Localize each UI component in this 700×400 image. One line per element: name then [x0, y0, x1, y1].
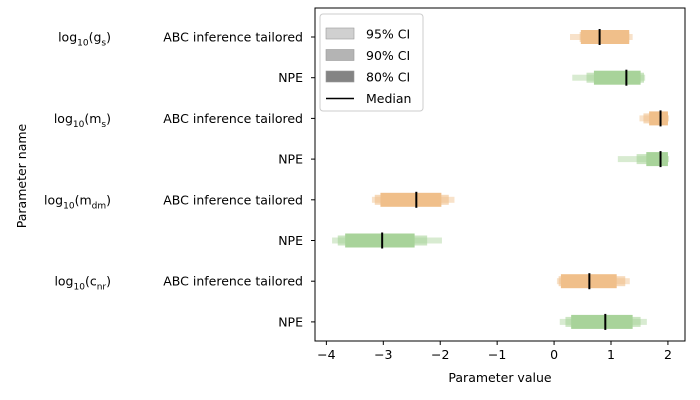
x-tick-label: −4: [317, 347, 335, 362]
legend-label: Median: [366, 91, 411, 106]
method-label: NPE: [278, 70, 303, 85]
legend-swatch: [325, 70, 355, 83]
method-label: ABC inference tailored: [163, 111, 303, 126]
method-label: NPE: [278, 152, 303, 167]
y-axis-title: Parameter name: [14, 123, 29, 228]
parameter-label: log10(mdm): [44, 192, 111, 211]
legend-label: 95% CI: [366, 27, 410, 42]
ci80-bar-abc-1: [649, 111, 668, 126]
x-tick-label: −1: [488, 347, 506, 362]
y-axis-ticks: [311, 36, 315, 323]
ci80-bar-npe-1: [646, 152, 668, 167]
ci80-bar-npe-3: [571, 314, 633, 329]
ci80-bar-abc-0: [580, 30, 630, 44]
interval-bars: [332, 29, 670, 330]
legend-swatch: [325, 27, 355, 40]
method-label: ABC inference tailored: [163, 192, 303, 207]
method-label: NPE: [278, 233, 303, 248]
parameter-label: log10(cnr): [54, 274, 111, 293]
legend: 95% CI 90% CI 80% CI Median: [319, 13, 424, 112]
legend-swatch: [325, 49, 355, 61]
x-tick-label: −2: [431, 347, 449, 362]
parameter-labels: log10(gs) log10(ms) log10(mdm) log10(cnr): [44, 30, 111, 293]
ci80-bar-npe-0: [593, 70, 641, 85]
x-axis-title: Parameter value: [448, 370, 551, 385]
ci80-bar-abc-2: [380, 192, 442, 207]
x-tick-label: −3: [374, 347, 392, 362]
x-tick-label: 0: [550, 347, 558, 362]
method-label: ABC inference tailored: [163, 274, 303, 289]
axes-frame: [314, 7, 686, 342]
parameter-label: log10(gs): [58, 30, 111, 49]
method-label: ABC inference tailored: [163, 30, 303, 45]
ci80-bar-npe-2: [345, 233, 415, 248]
x-tick-label: 1: [607, 347, 615, 362]
x-axis-ticks: −4 −3 −2 −1 0 1 2: [317, 341, 672, 362]
parameter-label: log10(ms): [54, 111, 111, 130]
method-label: NPE: [278, 314, 303, 329]
legend-label: 80% CI: [366, 70, 410, 85]
x-tick-label: 2: [664, 347, 672, 362]
method-labels: ABC inference tailored NPE ABC inference t…: [163, 30, 303, 330]
legend-label: 90% CI: [366, 48, 410, 63]
